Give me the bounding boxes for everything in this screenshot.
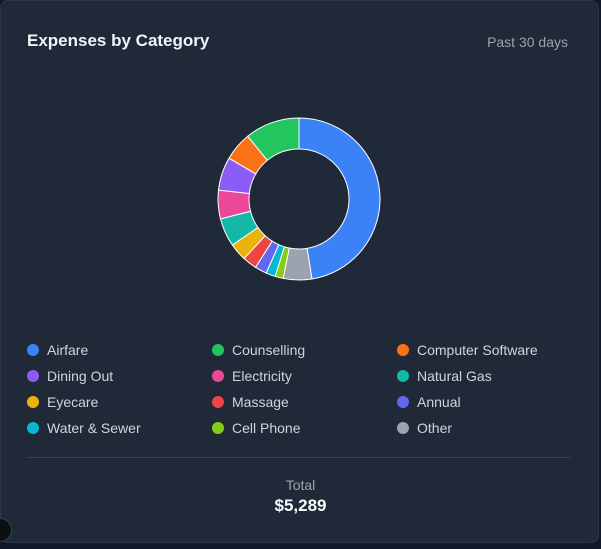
legend-swatch	[397, 422, 409, 434]
legend-swatch	[212, 422, 224, 434]
legend-item[interactable]: Massage	[212, 393, 397, 411]
period-label: Past 30 days	[487, 34, 568, 50]
legend-item[interactable]: Counselling	[212, 341, 397, 359]
total-label: Total	[285, 477, 316, 493]
legend-swatch	[212, 370, 224, 382]
legend-swatch	[397, 344, 409, 356]
donut-chart-area	[1, 101, 600, 301]
legend-label: Computer Software	[417, 342, 538, 358]
legend-swatch	[27, 422, 39, 434]
legend-label: Massage	[232, 394, 289, 410]
legend-label: Other	[417, 420, 453, 436]
legend-item[interactable]: Natural Gas	[397, 367, 582, 385]
legend-label: Eyecare	[47, 394, 99, 410]
legend-label: Water & Sewer	[47, 420, 141, 436]
legend-label: Natural Gas	[417, 368, 492, 384]
total-value: $5,289	[274, 496, 327, 515]
legend-swatch	[212, 344, 224, 356]
donut-chart	[217, 117, 381, 281]
legend-label: Dining Out	[47, 368, 114, 384]
donut-slice-counselling[interactable]	[247, 117, 300, 161]
legend-label: Annual	[417, 394, 461, 410]
legend-label: Cell Phone	[232, 420, 301, 436]
legend-item[interactable]: Other	[397, 419, 582, 437]
legend-item[interactable]: Annual	[397, 393, 582, 411]
legend-swatch	[27, 344, 39, 356]
legend-swatch	[397, 396, 409, 408]
divider	[27, 457, 570, 458]
chart-legend: Airfare Counselling Computer Software Di…	[27, 341, 587, 437]
legend-swatch	[212, 396, 224, 408]
legend-item[interactable]: Computer Software	[397, 341, 582, 359]
legend-label: Electricity	[232, 368, 292, 384]
legend-swatch	[27, 396, 39, 408]
legend-item[interactable]: Dining Out	[27, 367, 212, 385]
legend-swatch	[397, 370, 409, 382]
donut-slice-airfare[interactable]	[298, 117, 381, 280]
legend-item[interactable]: Electricity	[212, 367, 397, 385]
legend-item[interactable]: Eyecare	[27, 393, 212, 411]
legend-swatch	[27, 370, 39, 382]
legend-label: Counselling	[232, 342, 306, 358]
legend-item[interactable]: Water & Sewer	[27, 419, 212, 437]
legend-item[interactable]: Cell Phone	[212, 419, 397, 437]
legend-item[interactable]: Airfare	[27, 341, 212, 359]
legend-label: Airfare	[47, 342, 89, 358]
card-title: Expenses by Category	[27, 31, 210, 50]
